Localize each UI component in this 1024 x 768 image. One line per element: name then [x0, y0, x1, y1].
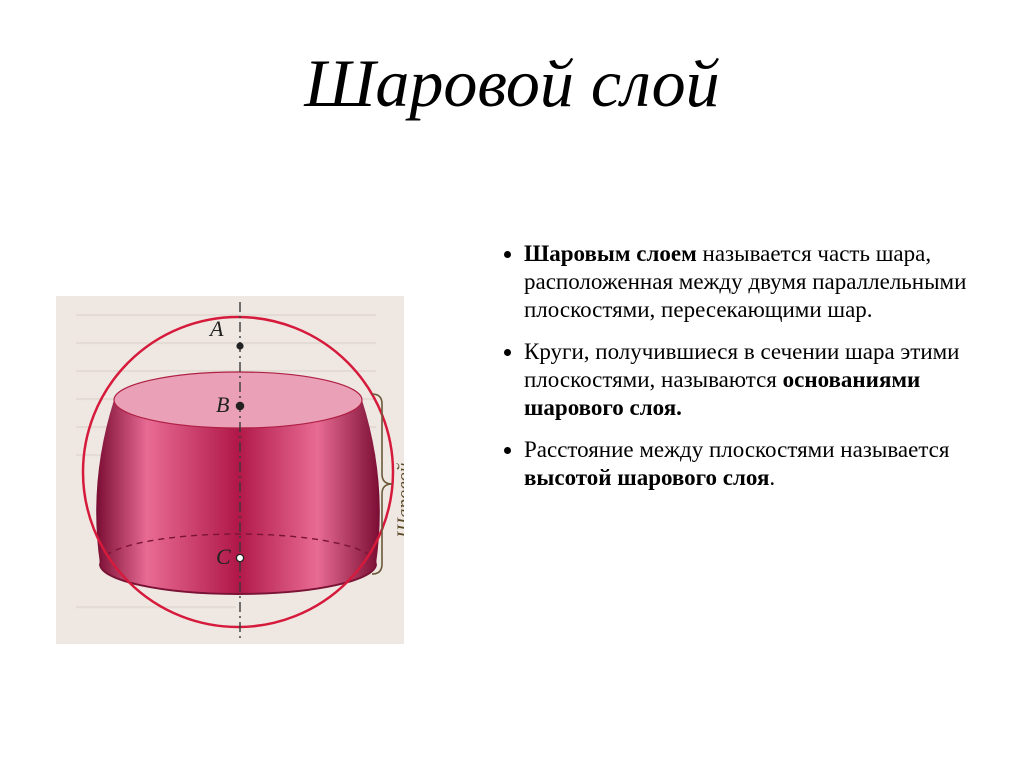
slide: Шаровой слой A B C Шаровойслой Шаровым слое… — [0, 0, 1024, 768]
svg-text:C: C — [216, 544, 231, 569]
bullet-1: Шаровым слоем называется часть шара, рас… — [524, 240, 982, 324]
svg-text:Шаровойслой: Шаровойслой — [394, 462, 404, 539]
bullet-3-text: Расстояние между плоскостями называется — [524, 437, 949, 462]
sphere-layer-diagram: A B C Шаровойслой — [56, 296, 404, 644]
figure: A B C Шаровойслой — [56, 296, 404, 644]
bullet-list: Шаровым слоем называется часть шара, рас… — [498, 240, 982, 506]
bullet-3-bold: высотой шарового слоя — [524, 465, 769, 490]
svg-text:B: B — [216, 392, 229, 417]
bullet-1-bold: Шаровым слоем — [524, 241, 697, 266]
bullet-3: Расстояние между плоскостями называется … — [524, 436, 982, 492]
bullet-2: Круги, получившиеся в сечении шара этими… — [524, 338, 982, 422]
svg-text:A: A — [208, 316, 224, 341]
slide-title: Шаровой слой — [0, 44, 1024, 123]
